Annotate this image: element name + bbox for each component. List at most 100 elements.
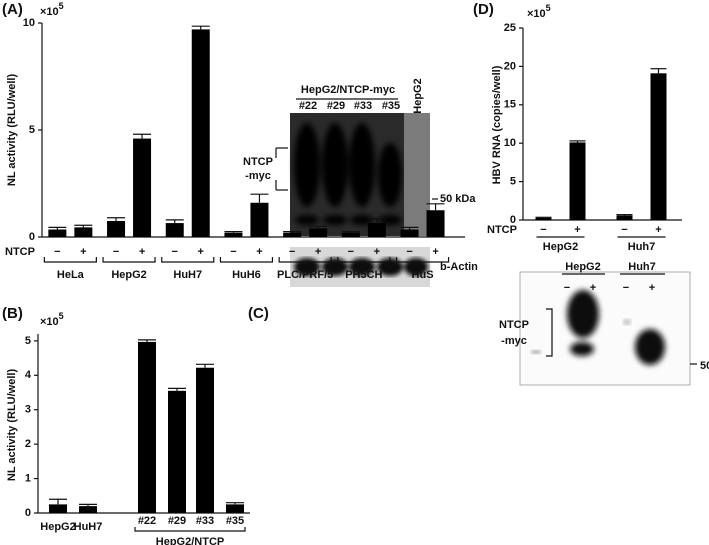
lane-label: HepG2 — [412, 78, 424, 113]
bracket — [102, 257, 156, 263]
group-label: HepG2/NTCP — [156, 536, 224, 545]
x-tick-label: Huh7 — [628, 241, 656, 253]
y-tick-label: 20 — [504, 60, 516, 72]
bracket — [219, 257, 274, 263]
bracket — [43, 257, 97, 263]
sign-label: + — [432, 246, 438, 258]
bar — [426, 210, 445, 237]
y-tick-label: 15 — [504, 99, 516, 111]
multiplier: ×105 — [527, 3, 551, 20]
bracket — [278, 257, 332, 263]
marker-label: 50 kDa — [440, 193, 476, 205]
panel-label: (C) — [248, 305, 269, 322]
x-tick-label: HeLa — [57, 269, 85, 281]
y-tick-label: 1 — [25, 472, 31, 484]
x-tick-label: HepG2 — [543, 241, 578, 253]
sign-label: − — [230, 246, 236, 258]
lane-label: #22 — [299, 100, 317, 112]
bracket — [134, 527, 246, 532]
bar — [569, 142, 586, 220]
x-tick-label: PH5CH — [345, 269, 382, 281]
y-tick-label: 3 — [25, 404, 31, 416]
sign-label: − — [113, 246, 119, 258]
x-tick-label: HuS — [412, 269, 434, 281]
bar — [283, 232, 302, 237]
band-label: -myc — [245, 170, 271, 182]
bar — [367, 223, 386, 237]
sign-label: + — [256, 246, 262, 258]
y-tick-label: 5 — [29, 124, 35, 136]
sign-label: + — [574, 224, 580, 236]
x-tick-label: HuH7 — [74, 521, 103, 533]
sign-label: + — [315, 246, 321, 258]
group-label: Huh7 — [628, 261, 656, 273]
marker-label: 50 kD — [700, 360, 709, 372]
bar — [650, 73, 667, 220]
x-tick-label: HuH6 — [232, 269, 261, 281]
x-tick-label: HepG2 — [111, 269, 146, 281]
sign-label: − — [621, 224, 627, 236]
bar — [309, 228, 328, 237]
y-tick-label: 4 — [25, 369, 32, 381]
bracket — [161, 257, 215, 263]
bar — [535, 217, 552, 220]
group-label: HepG2 — [565, 261, 600, 273]
multiplier-base: ×10 — [40, 316, 59, 328]
lane-sign: + — [590, 282, 596, 294]
y-tick-label: 0 — [510, 214, 516, 226]
bar — [165, 223, 184, 237]
blot-header: HepG2/NTCP-myc — [301, 84, 395, 96]
sign-label: − — [54, 246, 60, 258]
sign-label: + — [80, 246, 86, 258]
multiplier: ×105 — [40, 1, 64, 18]
lane-sign: − — [564, 282, 570, 294]
multiplier-exp: 5 — [546, 3, 551, 13]
row-label: NTCP — [487, 224, 517, 236]
bar — [616, 215, 633, 220]
row-label: NTCP — [5, 246, 35, 258]
sign-label: − — [348, 246, 354, 258]
band-label: NTCP — [243, 156, 273, 168]
panel-label: (B) — [2, 305, 23, 322]
blot-c — [275, 98, 438, 287]
sign-label: + — [655, 224, 661, 236]
x-tick-label: #33 — [196, 515, 214, 527]
band-label: -myc — [501, 335, 527, 347]
bracket — [546, 308, 553, 357]
x-tick-label: #35 — [226, 515, 244, 527]
x-tick-label: #29 — [168, 515, 186, 527]
y-tick-label: 25 — [504, 22, 516, 34]
y-tick-label: 10 — [23, 17, 35, 29]
bar — [226, 504, 244, 513]
sign-label: − — [540, 224, 546, 236]
panel-label: (D) — [473, 1, 494, 18]
sign-label: − — [172, 246, 178, 258]
y-axis-label: NL activity (RLU/well) — [6, 369, 18, 482]
x-tick-label: HepG2 — [40, 521, 75, 533]
bar — [133, 138, 152, 237]
lane-sign: − — [623, 282, 629, 294]
bar — [79, 506, 97, 513]
band-label: NTCP — [499, 319, 529, 331]
multiplier-base: ×10 — [40, 6, 59, 18]
bracket — [395, 257, 450, 263]
multiplier: ×105 — [40, 311, 64, 328]
blot-d — [519, 271, 697, 386]
bar — [341, 232, 360, 237]
multiplier-exp: 5 — [59, 311, 64, 321]
bar — [48, 229, 67, 237]
sign-label: + — [139, 246, 145, 258]
bar — [107, 220, 126, 237]
control-label: b-Actin — [440, 261, 478, 273]
bar — [191, 29, 210, 238]
panel-label: (A) — [2, 1, 23, 18]
y-tick-label: 10 — [504, 137, 516, 149]
sign-label: − — [406, 246, 412, 258]
sign-label: − — [289, 246, 295, 258]
multiplier-base: ×10 — [527, 8, 546, 20]
bar — [250, 202, 269, 237]
bar — [196, 367, 214, 513]
x-tick-label: HuH7 — [173, 269, 202, 281]
x-tick-label: PLC/PRF/5 — [277, 269, 333, 281]
